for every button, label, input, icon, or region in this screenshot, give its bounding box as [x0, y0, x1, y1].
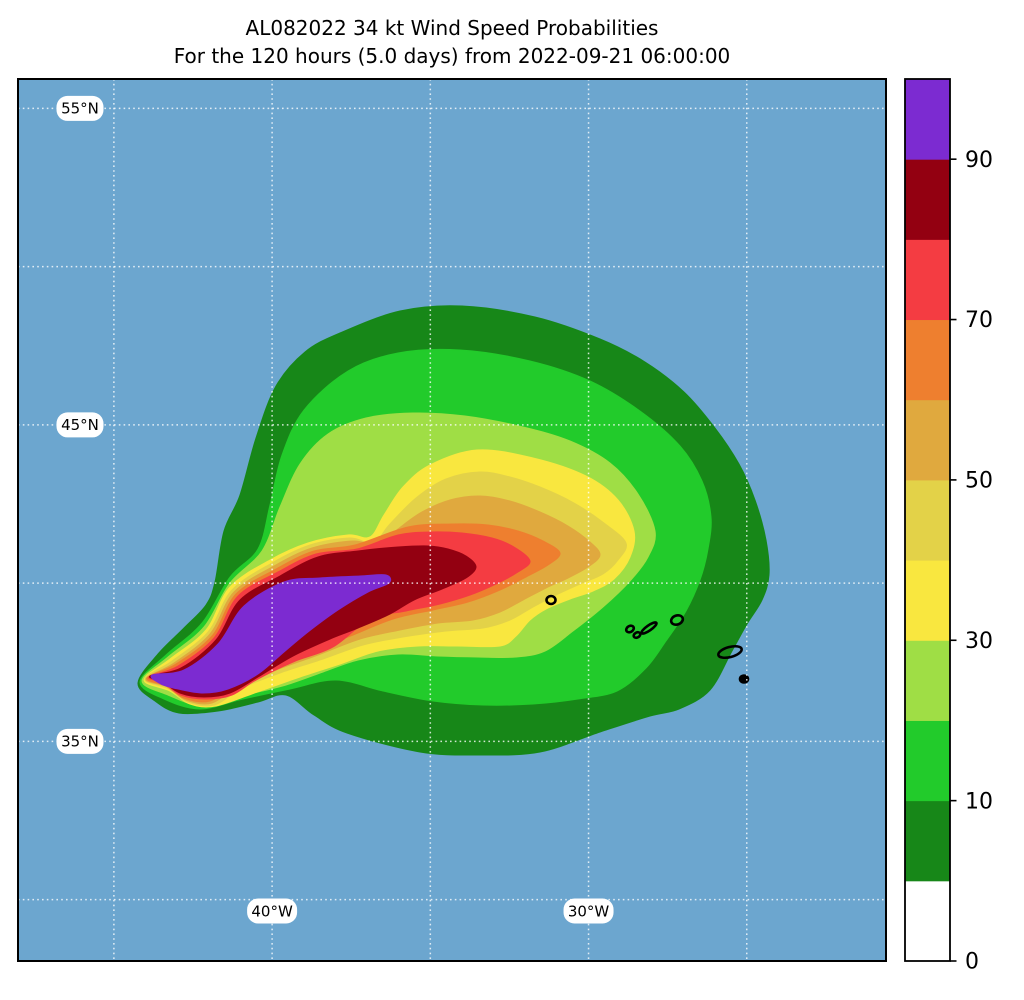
- contour-90pct: [150, 574, 392, 694]
- colorbar-segment-30-40: [905, 560, 950, 641]
- island-outline-2: [624, 624, 636, 634]
- colorbar: 0 10 30 50 70 90: [904, 78, 993, 975]
- island-outline-5: [669, 613, 685, 627]
- colorbar-tick-label-70: 70: [965, 308, 993, 333]
- lon-label-30W: 30°W: [563, 898, 614, 924]
- colorbar-segment-60-70: [905, 319, 950, 401]
- island-outline-1: [545, 594, 557, 606]
- colorbar-border: [904, 78, 951, 962]
- chart-title: AL082022 34 kt Wind Speed Probabilities …: [18, 14, 886, 70]
- colorbar-tick-label-50: 50: [965, 469, 993, 494]
- island-outline-3: [632, 630, 642, 640]
- colorbar-segment-20-30: [905, 640, 950, 721]
- colorbar-segment-80-90: [905, 159, 950, 240]
- lon-label-30W-box: [563, 898, 614, 924]
- colorbar-segment-0-5: [905, 880, 950, 962]
- lat-label-45N-text: 45°N: [61, 416, 99, 434]
- island-outline-6: [717, 644, 743, 660]
- lon-label-40W-box: [247, 898, 298, 924]
- lat-label-55N-text: 55°N: [61, 100, 99, 118]
- lat-label-45N: 45°N: [56, 412, 104, 438]
- lat-label-55N: 55°N: [56, 95, 104, 121]
- colorbar-segment-5-10: [905, 800, 950, 882]
- colorbar-tick-label-10: 10: [965, 789, 993, 814]
- island-outline-4: [640, 621, 658, 635]
- lat-label-55N-box: [56, 95, 104, 121]
- colorbar-segment-70-80: [905, 239, 950, 321]
- lat-label-35N-text: 35°N: [61, 733, 99, 751]
- lat-label-45N-box: [56, 412, 104, 438]
- chart-title-line1: AL082022 34 kt Wind Speed Probabilities: [245, 16, 659, 40]
- lon-label-40W: 40°W: [247, 898, 298, 924]
- map-border: [17, 78, 887, 962]
- colorbar-tick-label-0: 0: [965, 950, 979, 975]
- lat-label-35N: 35°N: [56, 728, 104, 754]
- colorbar-segment-10-20: [905, 720, 950, 802]
- colorbar-segment-90-100: [905, 79, 950, 160]
- colorbar-tick-label-30: 30: [965, 629, 993, 654]
- chart-title-line2: For the 120 hours (5.0 days) from 2022-0…: [173, 44, 731, 68]
- colorbar-segment-40-50: [905, 479, 950, 561]
- map-area: 55°N 45°N 35°N 40°W 30°W: [17, 78, 887, 962]
- colorbar-segment-50-60: [905, 399, 950, 481]
- lon-label-30W-text: 30°W: [568, 902, 610, 920]
- lon-label-40W-text: 40°W: [251, 902, 293, 920]
- colorbar-tick-label-90: 90: [965, 148, 993, 173]
- island-outline-7: [738, 674, 750, 684]
- lat-label-35N-box: [56, 728, 104, 754]
